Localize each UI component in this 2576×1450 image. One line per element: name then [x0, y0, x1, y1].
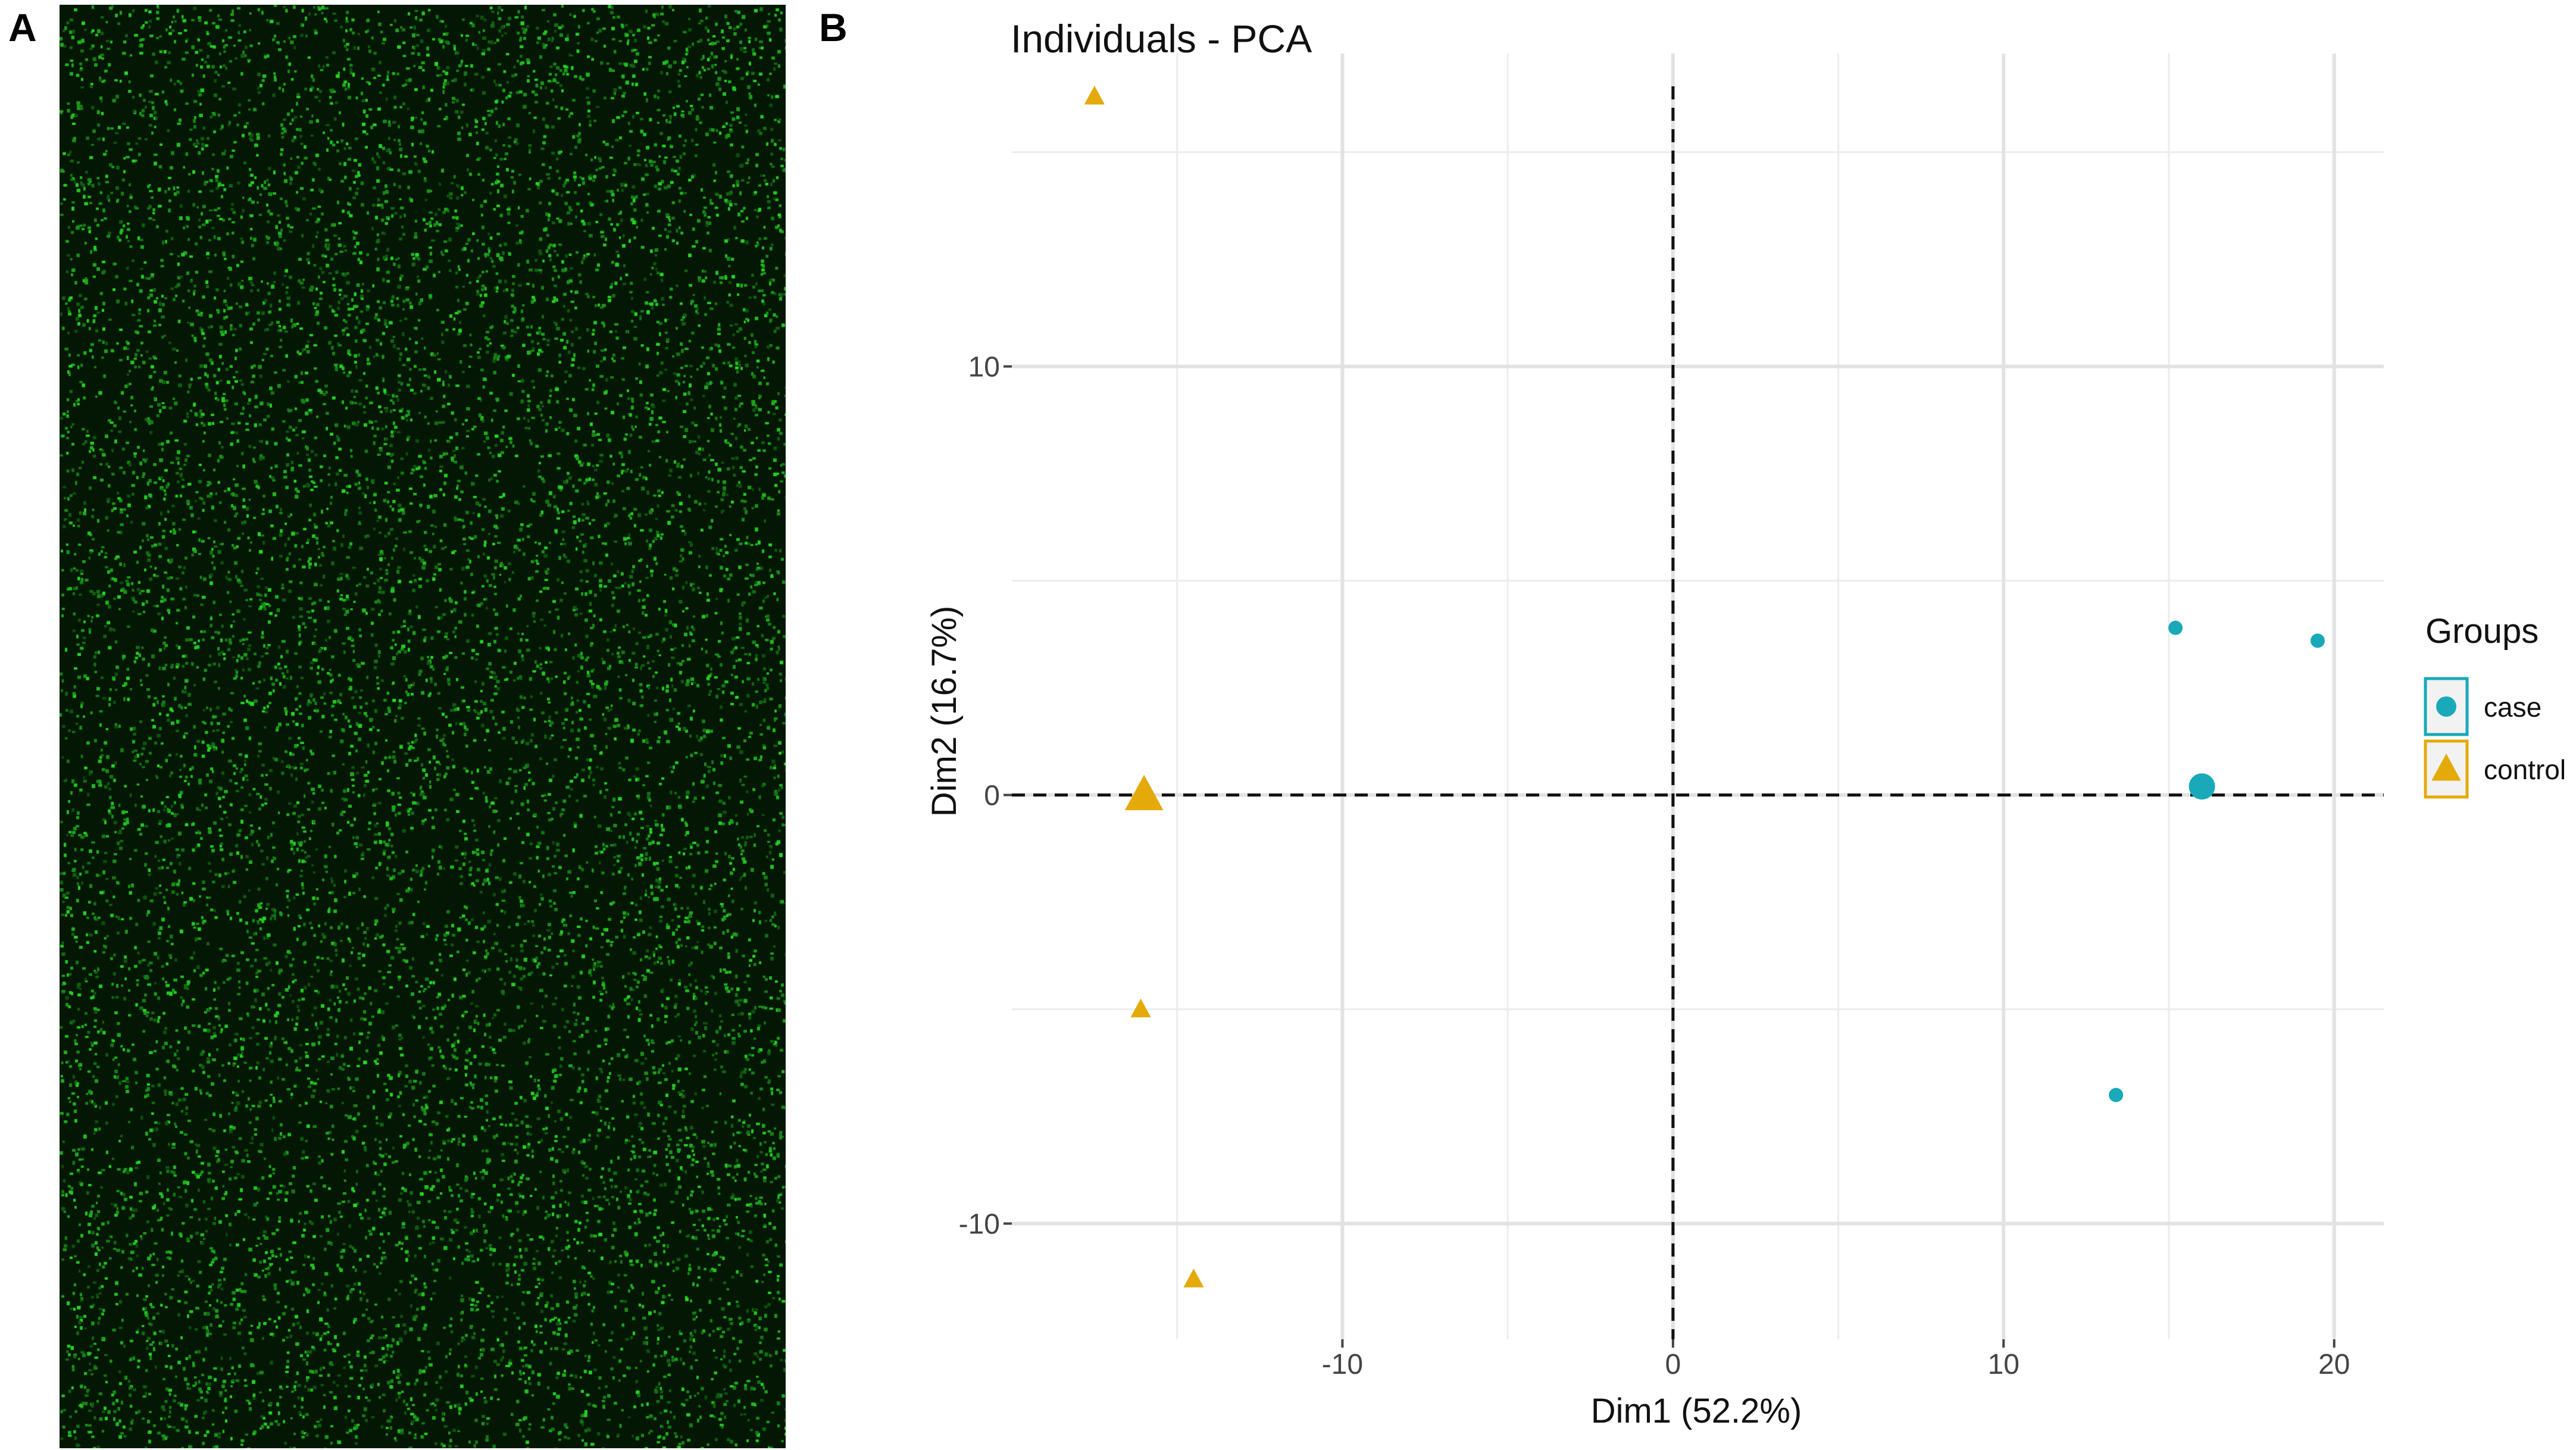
- point-case: [2310, 633, 2325, 648]
- point-control: [1130, 998, 1151, 1018]
- y-tick-label: 10: [968, 352, 1000, 383]
- point-case: [2109, 1088, 2124, 1102]
- x-tick-label: 20: [2318, 1349, 2350, 1380]
- legend-symbol-control: [2431, 754, 2461, 781]
- pca-chart: Individuals - PCA -10 0 10 20 -10 0 10 Dim1 (5…: [929, 17, 2566, 1430]
- legend-label-case: case: [2484, 692, 2541, 723]
- y-tick-label: 0: [984, 780, 1000, 812]
- y-tick-label: -10: [959, 1209, 1000, 1240]
- point-case: [2168, 620, 2183, 635]
- point-control: [1084, 86, 1105, 105]
- data-points: [1084, 86, 2325, 1288]
- microarray-spots: [60, 5, 786, 1448]
- centroid-control: [1124, 774, 1164, 811]
- chart-title: Individuals - PCA: [1011, 17, 1312, 61]
- legend-key-control: [2424, 739, 2469, 799]
- legend-title: Groups: [2425, 612, 2539, 651]
- grid-lines: [1012, 54, 2384, 1339]
- y-axis-label: Dim2 (16.7%): [929, 606, 964, 817]
- axis-ticks: -10 0 10 20 -10 0 10: [959, 352, 2350, 1380]
- x-tick-label: 10: [1988, 1349, 2019, 1380]
- panel-b-label: B: [819, 5, 848, 49]
- panel-a-label: A: [8, 5, 37, 49]
- point-control: [1183, 1268, 1204, 1288]
- x-tick-label: 0: [1665, 1349, 1681, 1380]
- legend-label-control: control: [2484, 754, 2566, 785]
- legend-symbol-case: [2436, 696, 2456, 717]
- legend: Groups case control: [2424, 612, 2566, 799]
- centroid-case: [2189, 773, 2215, 800]
- reference-lines: [1012, 86, 2384, 1339]
- microarray-scan-image: [60, 5, 786, 1448]
- x-axis-label: Dim1 (52.2%): [1591, 1392, 1802, 1430]
- x-tick-label: -10: [1322, 1349, 1363, 1380]
